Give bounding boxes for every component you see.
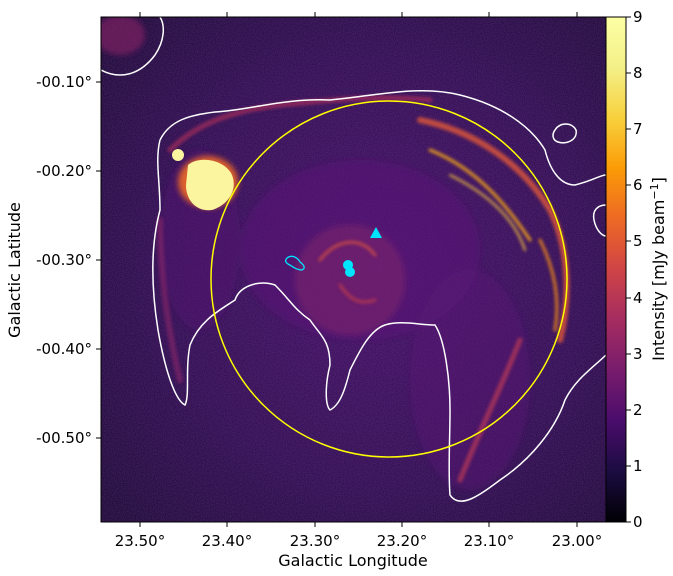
contour-lines <box>101 17 606 502</box>
y-tick-label: -00.50° <box>36 429 92 447</box>
colorbar-label: Intensity [mJy beam−1] <box>648 177 668 361</box>
y-tick-label: -00.40° <box>36 340 92 358</box>
diffuse-emission <box>101 17 530 490</box>
colorbar-tick-label: 1 <box>633 457 643 475</box>
triangle-marker <box>370 227 382 238</box>
colorbar-tick-label: 8 <box>633 64 643 82</box>
x-axis-tick-labels: 23.50° 23.40° 23.30° 23.20° 23.10° 23.00… <box>115 532 602 550</box>
y-tick-label: -00.30° <box>36 251 92 269</box>
x-tick-label: 23.30° <box>290 532 340 550</box>
cyan-markers <box>284 227 382 277</box>
colorbar-tick-label: 4 <box>633 289 643 307</box>
main-contour <box>101 17 606 502</box>
x-tick-label: 23.10° <box>464 532 514 550</box>
colorbar-tick-label: 2 <box>633 401 643 419</box>
x-tick-label: 23.00° <box>552 532 602 550</box>
image-panel <box>101 17 606 522</box>
y-tick-label: -00.20° <box>36 162 92 180</box>
bright-compact-source <box>172 149 238 211</box>
colorbar-tick-label: 3 <box>633 345 643 363</box>
right-loop-contour <box>592 204 606 237</box>
x-tick-label: 23.50° <box>115 532 165 550</box>
colorbar-tick-label: 6 <box>633 176 643 194</box>
colorbar-tick-label: 7 <box>633 120 643 138</box>
circle-marker-2 <box>345 267 355 277</box>
colorbar-tick-labels: 0 1 2 3 4 5 6 7 8 9 <box>633 8 643 531</box>
x-axis-ticks <box>139 12 578 527</box>
small-loop-contour <box>552 123 577 144</box>
x-tick-label: 23.20° <box>377 532 427 550</box>
remnant-circle <box>210 100 568 458</box>
x-tick-label: 23.40° <box>202 532 252 550</box>
colorbar-tick-label: 9 <box>633 8 643 26</box>
y-tick-label: -00.10° <box>36 73 92 91</box>
colorbar-tick-label: 5 <box>633 232 643 250</box>
bright-filaments <box>157 95 570 483</box>
y-axis-label: Galactic Latitude <box>5 202 24 338</box>
small-cyan-contour <box>284 255 305 271</box>
colorbar-ticks <box>626 16 631 523</box>
x-axis-label: Galactic Longitude <box>278 551 427 570</box>
y-axis-tick-labels: -00.10° -00.20° -00.30° -00.40° -00.50° <box>36 73 92 447</box>
colorbar <box>605 16 627 523</box>
colorbar-tick-label: 0 <box>633 513 643 531</box>
